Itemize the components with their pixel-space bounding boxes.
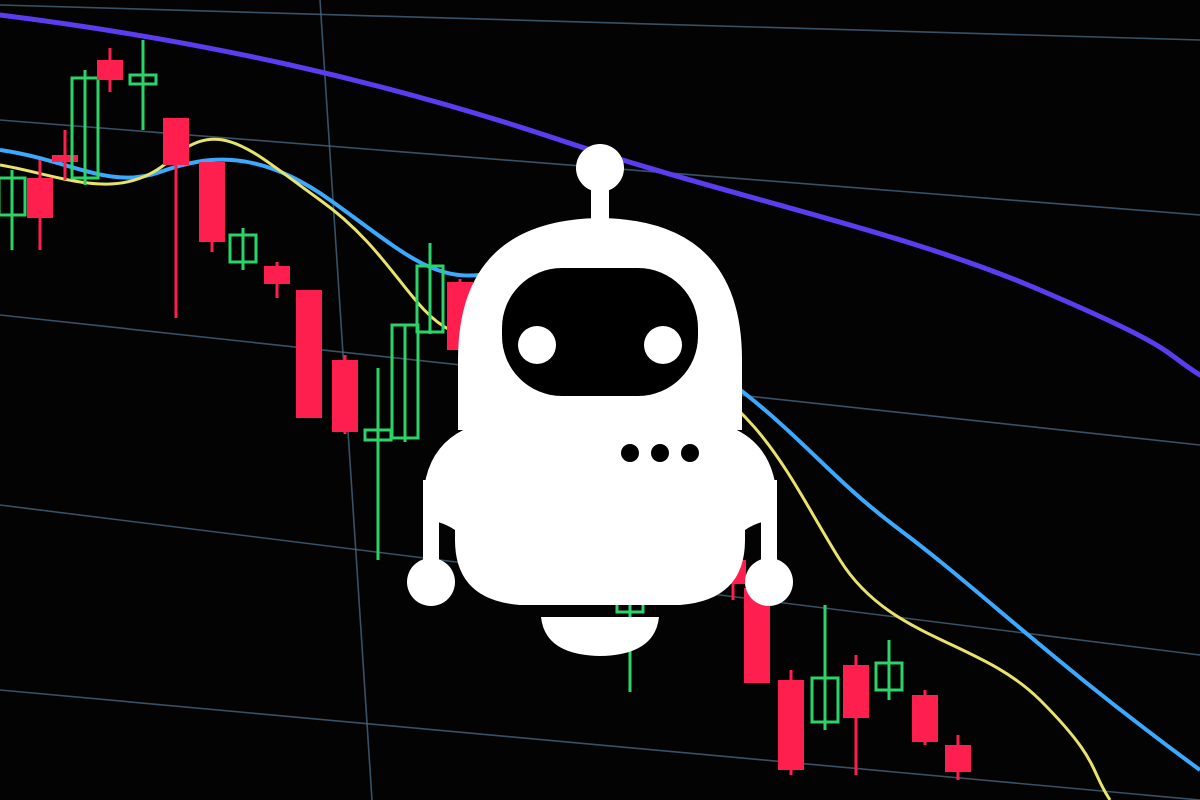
robot-dot xyxy=(651,444,669,462)
candle-body xyxy=(163,118,189,165)
bearish-candle xyxy=(199,162,225,252)
candle-body xyxy=(945,745,971,772)
bullish-candle xyxy=(128,40,158,130)
candle-body xyxy=(128,73,158,86)
bearish-candle xyxy=(97,48,123,92)
robot-right-arm xyxy=(761,480,777,575)
candle-body xyxy=(912,695,938,742)
bullish-candle xyxy=(70,70,100,185)
robot-right-eye xyxy=(644,326,682,364)
robot-body-core xyxy=(455,440,745,605)
candle-body xyxy=(199,162,225,242)
bearish-candle xyxy=(778,670,804,775)
bullish-candle xyxy=(874,640,904,700)
bullish-candle xyxy=(228,228,258,270)
gridline xyxy=(0,689,1200,800)
bearish-candle xyxy=(843,655,869,775)
robot-antenna-ball xyxy=(576,144,624,192)
candle-body xyxy=(27,178,53,218)
robot-right-hand xyxy=(745,558,793,606)
robot-visor xyxy=(502,268,698,396)
candle-body xyxy=(810,676,840,724)
candle-body xyxy=(332,360,358,432)
bearish-candle xyxy=(912,690,938,745)
candle-body xyxy=(296,290,322,418)
bullish-candle xyxy=(810,605,840,730)
robot-dot xyxy=(681,444,699,462)
candle-body xyxy=(52,155,78,162)
ma-long-line xyxy=(0,12,1200,378)
bearish-candle xyxy=(27,160,53,250)
bearish-candle xyxy=(296,290,322,418)
robot-dot xyxy=(621,444,639,462)
candle-body xyxy=(97,60,123,80)
gridline xyxy=(0,4,1200,41)
candle-body xyxy=(70,76,100,180)
bullish-candle xyxy=(0,170,27,250)
bullish-candle xyxy=(415,243,445,334)
robot-base xyxy=(541,617,659,656)
bullish-candle xyxy=(390,323,420,442)
candle-body xyxy=(874,661,904,692)
candle-body xyxy=(415,264,445,334)
bearish-candle xyxy=(945,735,971,780)
robot-left-hand xyxy=(407,558,455,606)
candle-body xyxy=(228,233,258,264)
bearish-candle xyxy=(264,262,290,298)
candle-body xyxy=(264,266,290,284)
bearish-candle xyxy=(332,355,358,434)
robot-icon xyxy=(407,144,793,656)
robot-left-eye xyxy=(518,326,556,364)
bearish-candle xyxy=(744,588,770,683)
robot-left-arm xyxy=(423,480,439,575)
bearish-candle xyxy=(163,118,189,318)
candle-body xyxy=(843,665,869,718)
candle-body xyxy=(778,680,804,770)
candle-body xyxy=(0,176,27,217)
bearish-candle xyxy=(52,130,78,180)
candle-body xyxy=(390,323,420,440)
